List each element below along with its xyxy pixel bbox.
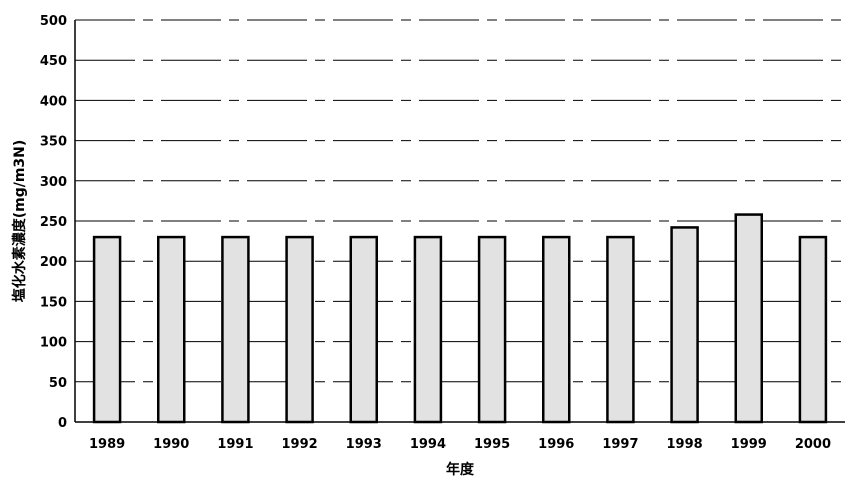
- x-axis-title: 年度: [446, 461, 475, 478]
- x-tick-label: 1999: [731, 437, 767, 452]
- y-tick-label: 400: [40, 94, 67, 109]
- bar-1998: [670, 226, 699, 424]
- x-tick-label: 1992: [281, 437, 317, 452]
- y-tick-label: 500: [40, 14, 67, 29]
- bar-1995: [477, 235, 507, 424]
- bar-1994: [413, 235, 443, 424]
- bar-1999: [734, 213, 763, 424]
- x-tick-label: 1997: [602, 437, 638, 452]
- bar-1989: [92, 235, 122, 424]
- y-axis-title: 塩化水素濃度(mg/m3N): [11, 140, 28, 303]
- x-tick-label: 1996: [538, 437, 574, 452]
- y-tick-label: 50: [49, 376, 67, 391]
- y-tick-label: 450: [40, 54, 67, 69]
- axes: [74, 20, 845, 423]
- y-tick-label: 150: [40, 295, 67, 310]
- bar-2000: [798, 235, 828, 424]
- x-tick-label: 1993: [346, 437, 382, 452]
- x-tick-label: 1989: [89, 437, 125, 452]
- x-tick-label: 1995: [474, 437, 510, 452]
- bar-1997: [606, 235, 635, 424]
- y-tick-label: 100: [40, 336, 67, 351]
- x-tick-labels: 1989 1990 1991 1992 1993 1994 1995 1996 1997 1998…: [89, 437, 831, 452]
- bar-1996: [542, 235, 571, 424]
- y-tick-labels: 0 50 100 150 200 250 300 350 400 450 500: [40, 14, 67, 431]
- bar-1991: [221, 235, 250, 424]
- bar-1992: [285, 235, 314, 424]
- y-tick-label: 350: [40, 135, 67, 150]
- y-tick-label: 300: [40, 175, 67, 190]
- x-tick-label: 1991: [217, 437, 253, 452]
- bar-1993: [349, 235, 378, 424]
- x-tick-label: 1990: [153, 437, 189, 452]
- x-tick-label: 2000: [795, 437, 831, 452]
- x-tick-label: 1998: [666, 437, 702, 452]
- gridlines: [75, 19, 845, 383]
- bars: [92, 213, 828, 424]
- bar-1990: [157, 235, 186, 424]
- x-tick-label: 1994: [410, 437, 446, 452]
- y-tick-label: 0: [58, 416, 67, 431]
- y-tick-label: 200: [40, 255, 67, 270]
- y-tick-label: 250: [40, 215, 67, 230]
